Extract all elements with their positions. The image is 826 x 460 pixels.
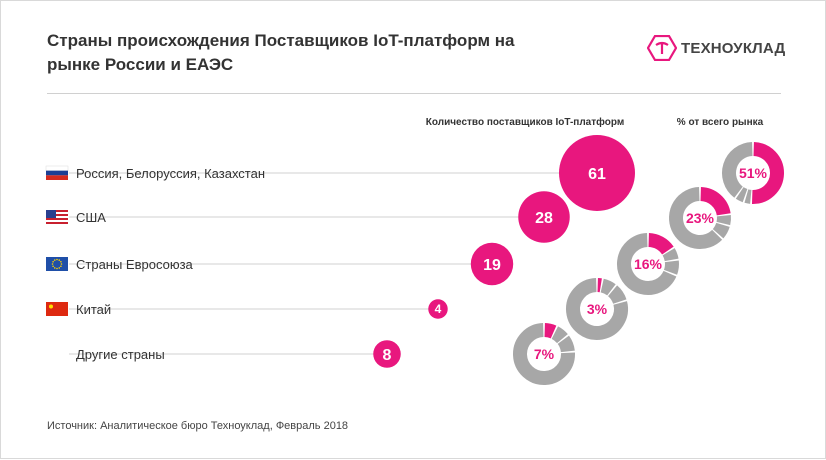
- remainder-arc: [669, 252, 672, 260]
- remainder-arc: [602, 286, 611, 290]
- count-value-label: 4: [435, 302, 442, 316]
- category-label: США: [76, 210, 106, 225]
- share-value-label: 16%: [634, 256, 663, 272]
- remainder-arc: [723, 216, 724, 224]
- count-value-label: 8: [383, 347, 392, 364]
- category-row: Россия, Белоруссия, Казахстан 61 51%: [46, 135, 777, 211]
- source-note: Источник: Аналитическое бюро Техноуклад,…: [47, 420, 348, 432]
- remainder-arc: [718, 225, 723, 234]
- share-value-label: 51%: [739, 165, 768, 181]
- share-value-label: 23%: [686, 210, 715, 226]
- russia-flag-icon: [46, 166, 68, 180]
- remainder-arc: [746, 196, 750, 197]
- share-arc: [545, 330, 554, 332]
- eu-flag-icon: [46, 257, 68, 271]
- share-value-label: 7%: [534, 346, 555, 362]
- category-label: Китай: [76, 302, 111, 317]
- remainder-arc: [740, 193, 745, 196]
- usa-flag-icon: [46, 210, 68, 224]
- remainder-arc: [563, 340, 568, 352]
- category-row: Страны Евросоюза 19 16%: [46, 240, 672, 288]
- remainder-arc: [555, 333, 563, 339]
- share-value-label: 3%: [587, 301, 608, 317]
- china-flag-icon: [46, 302, 68, 316]
- category-label: Страны Евросоюза: [76, 257, 194, 272]
- share-column-header: % от всего рынка: [677, 117, 764, 128]
- remainder-arc: [671, 261, 672, 272]
- remainder-arc: [613, 291, 620, 302]
- category-label: Россия, Белоруссия, Казахстан: [76, 166, 265, 181]
- count-value-label: 61: [588, 166, 606, 183]
- category-row: Другие страны 8 7%: [69, 330, 568, 378]
- category-label: Другие страны: [76, 347, 165, 362]
- count-column-header: Количество поставщиков IoT-платформ: [426, 116, 624, 128]
- count-value-label: 28: [535, 210, 553, 227]
- count-value-label: 19: [483, 257, 501, 274]
